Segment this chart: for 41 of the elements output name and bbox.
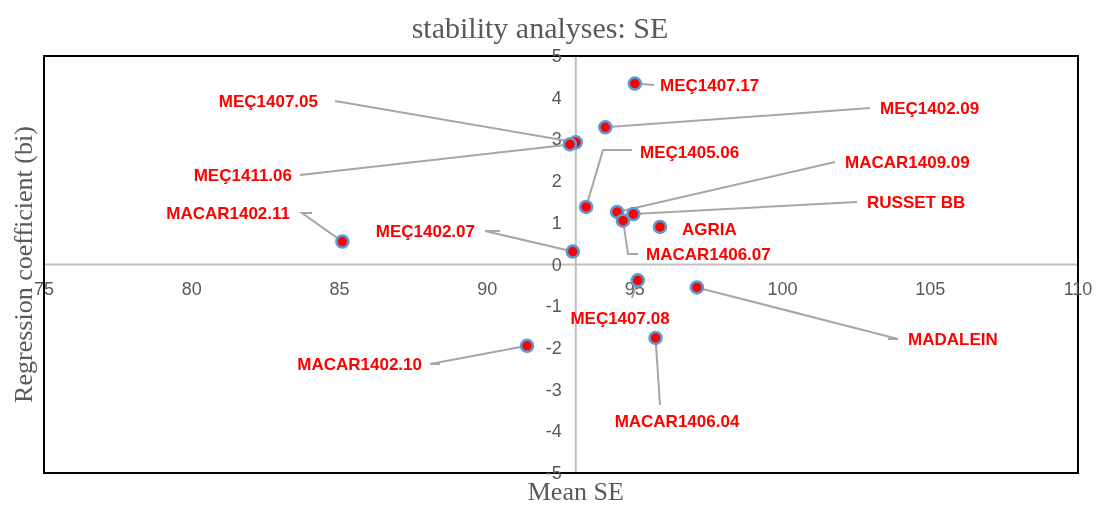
- point: [615, 213, 631, 228]
- x-tick-label: 105: [915, 278, 946, 299]
- x-tick-label: 90: [477, 278, 498, 299]
- y-tick-label: 1: [551, 212, 562, 233]
- point: [519, 338, 535, 354]
- annotation: AGRIA: [682, 220, 737, 239]
- point: [627, 76, 643, 91]
- annotation: MEÇ1407.17: [660, 76, 760, 95]
- point: [648, 330, 663, 346]
- y-tick-label: -2: [545, 337, 562, 358]
- point: [565, 244, 581, 259]
- annotation: MEÇ1411.06: [193, 166, 292, 185]
- point: [598, 120, 613, 135]
- annotation: MACAR1402.10: [297, 355, 422, 374]
- y-tick-label: -3: [545, 379, 562, 400]
- annotation: MEÇ1407.05: [218, 92, 318, 111]
- annotation: MACAR1406.07: [646, 245, 771, 264]
- y-tick-label: 0: [551, 254, 562, 275]
- point: [335, 234, 350, 249]
- annotation: MACAR1409.09: [845, 153, 970, 172]
- point: [578, 199, 594, 215]
- annotation: MACAR1406.04: [614, 412, 740, 431]
- y-tick-label: 4: [551, 87, 562, 108]
- y-tick-label: -4: [545, 421, 562, 442]
- annotation: MEÇ1402.09: [880, 99, 980, 118]
- point: [652, 219, 668, 235]
- point: [626, 206, 641, 222]
- point: [562, 137, 578, 152]
- y-tick-label: -1: [545, 296, 562, 317]
- annotation: MEÇ1402.07: [375, 222, 475, 241]
- x-tick-label: 85: [329, 278, 350, 299]
- x-tick-label: 100: [767, 278, 798, 299]
- point: [689, 280, 705, 295]
- y-tick-label: 2: [551, 171, 562, 192]
- annotation: MEÇ1405.06: [640, 143, 740, 162]
- annotation: MADALEIN: [908, 330, 998, 349]
- annotation: MACAR1402.11: [166, 204, 290, 223]
- chart-title: stability analyses: SE: [411, 11, 669, 44]
- annotation: MEÇ1407.08: [570, 309, 670, 328]
- annotation: RUSSET BB: [867, 193, 966, 212]
- x-tick-label: 80: [181, 278, 202, 299]
